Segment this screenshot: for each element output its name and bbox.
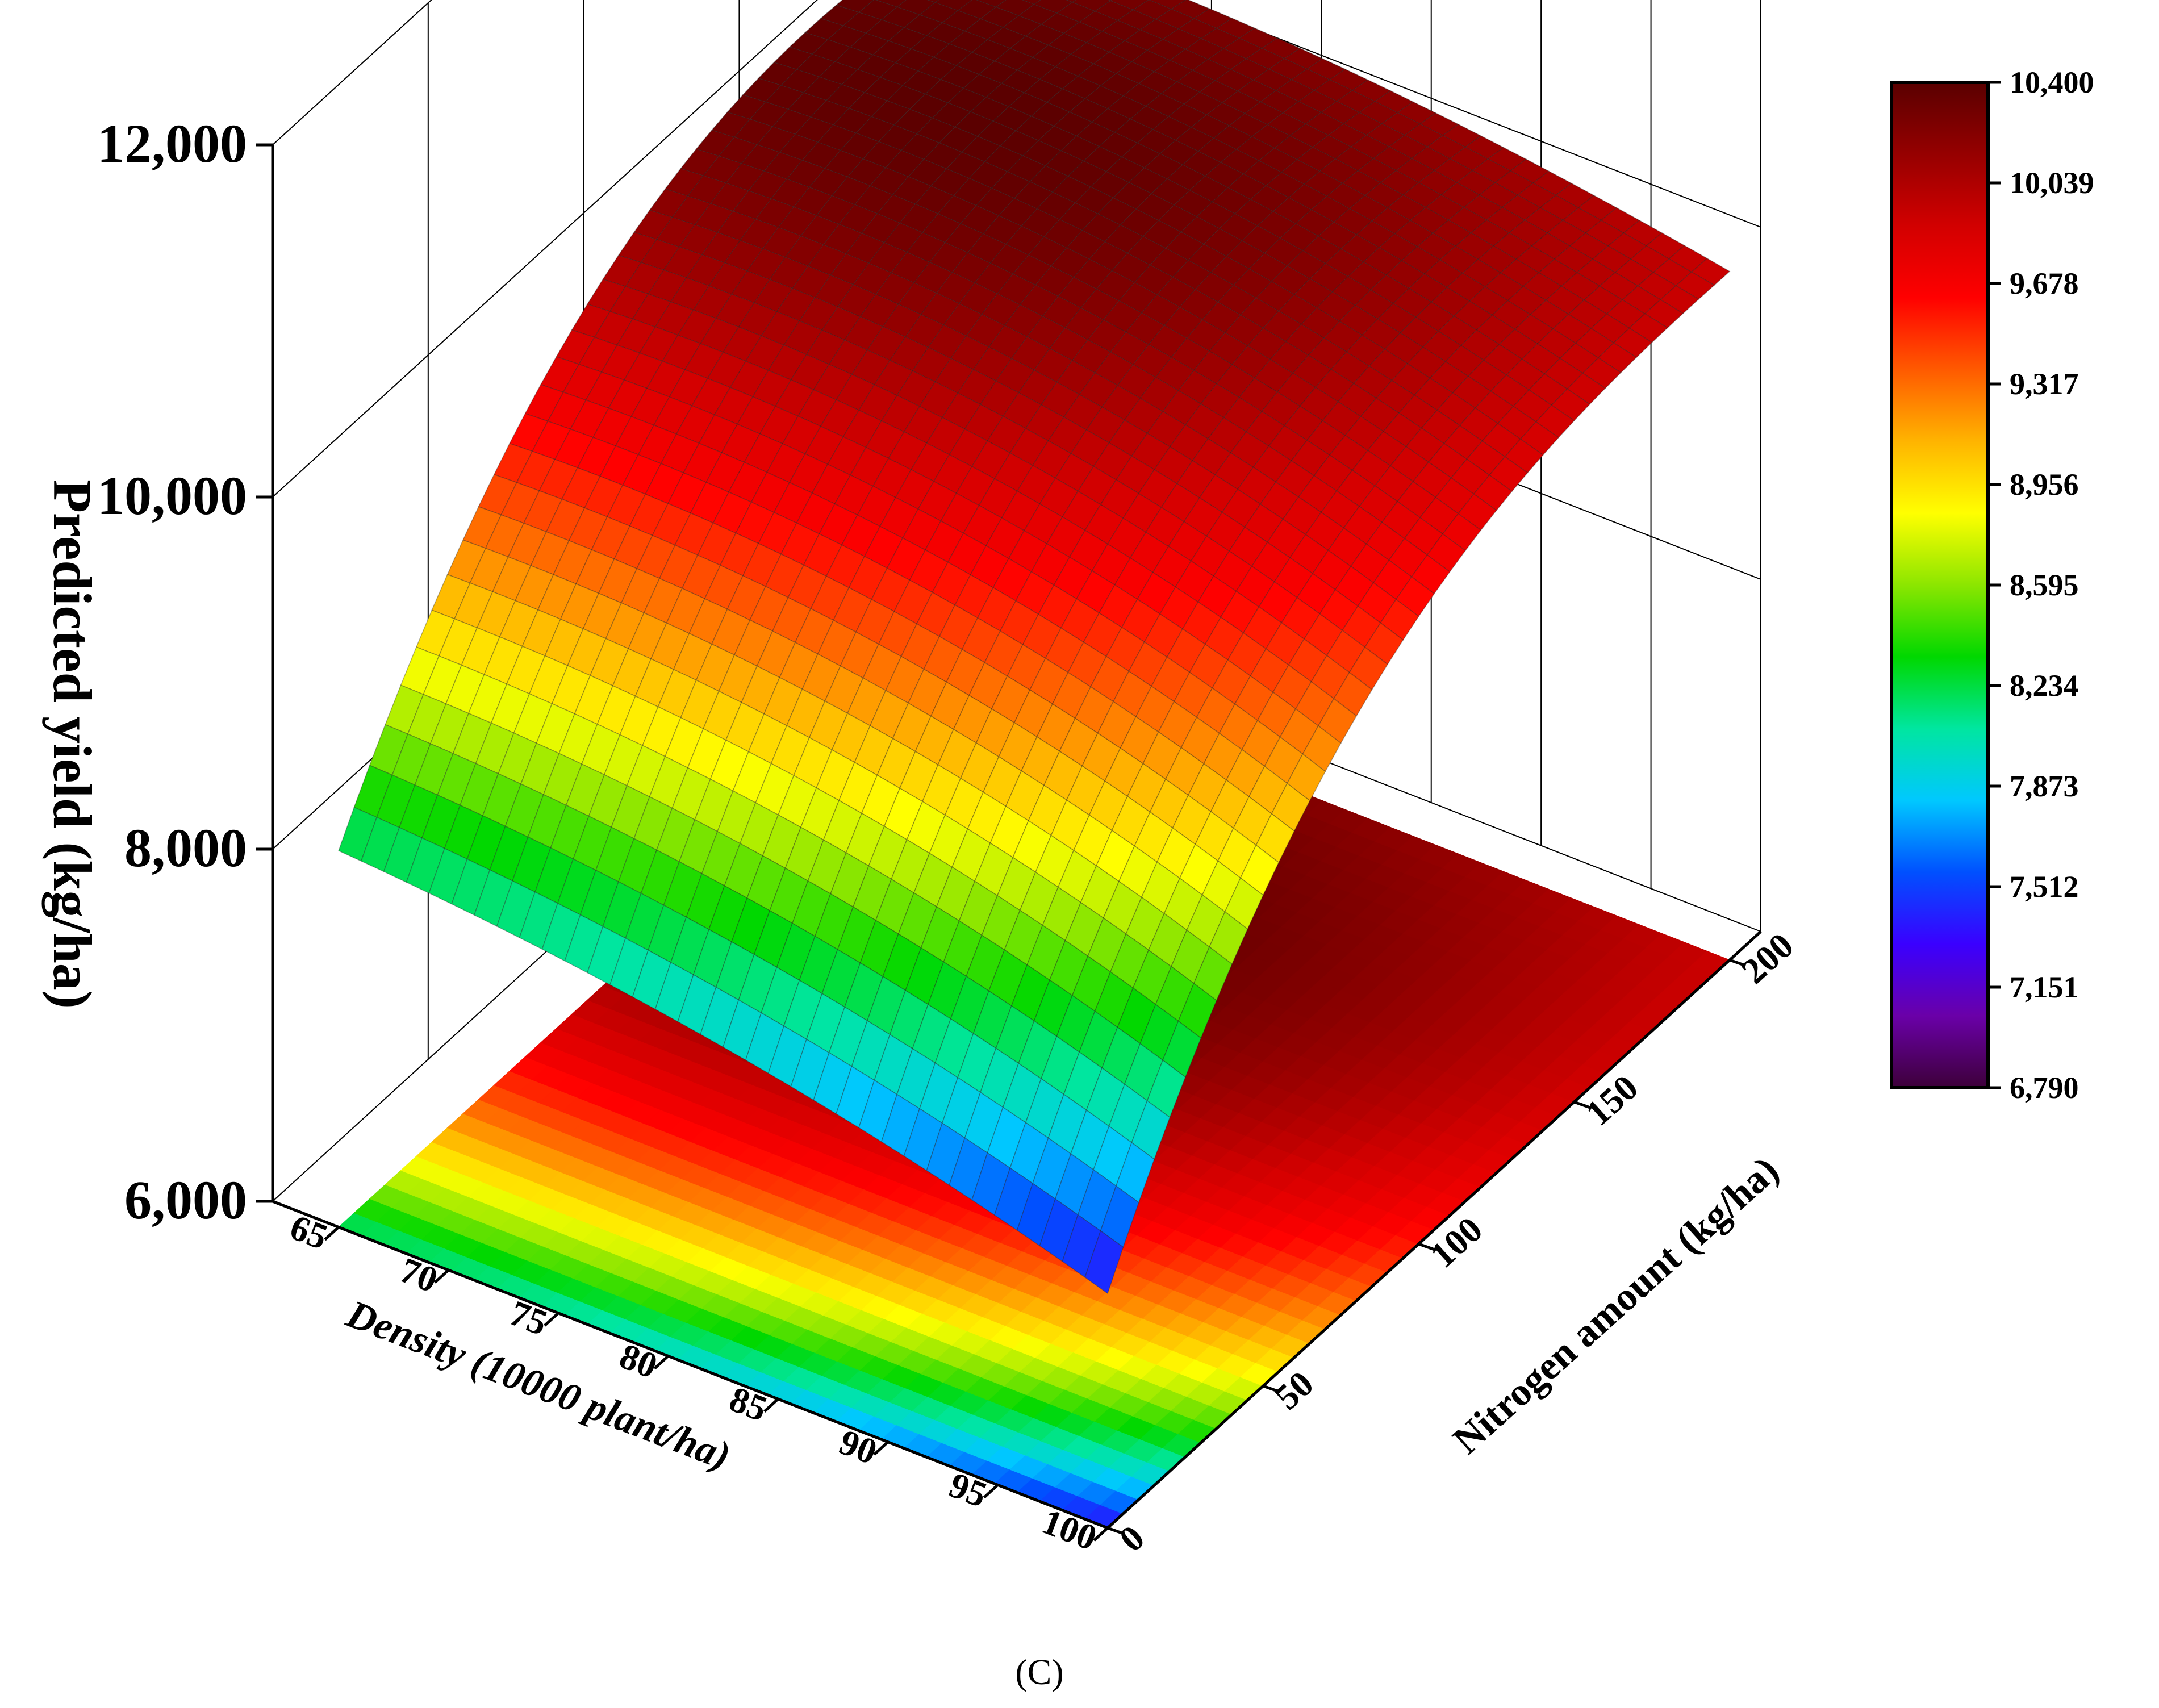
surface-cell <box>926 0 939 3</box>
x-tick-mark <box>544 1312 559 1327</box>
surface-cell <box>1380 599 1419 641</box>
colorbar-tick-label: 9,678 <box>2010 266 2079 300</box>
z-tick-label: 6,000 <box>124 1170 247 1230</box>
surface-cell <box>1146 1059 1186 1118</box>
surface-cell <box>1116 1142 1155 1204</box>
colorbar-bar <box>1890 81 1990 1089</box>
surface-cell <box>1473 474 1513 511</box>
z-tick-label: 10,000 <box>97 465 247 526</box>
surface-cell <box>1395 576 1435 617</box>
surface-cell <box>1317 698 1358 744</box>
colorbar-tick-label: 8,234 <box>2010 669 2079 703</box>
colorbar-tick-label: 7,512 <box>2010 870 2079 904</box>
colorbar-tick-label: 8,956 <box>2010 467 2079 502</box>
colorbar: 10,400 10,039 9,678 9,317 8,956 8,595 8,234 7,8… <box>1890 65 2094 1105</box>
surface-cell <box>1131 1100 1171 1160</box>
surface-cell <box>1628 313 1668 343</box>
z-axis-title: Predicted yield (kg/ha) <box>42 479 103 1009</box>
surface-cell <box>1535 404 1575 439</box>
y-tick-mark <box>1107 1526 1124 1535</box>
surface-cell <box>1148 0 1187 10</box>
surface-cell <box>1162 1020 1202 1078</box>
y-tick-mark <box>1573 1100 1591 1109</box>
surface-cell <box>1240 844 1280 896</box>
y-tick-mark <box>1418 1242 1435 1251</box>
x-tick-mark <box>433 1269 450 1284</box>
z-tick-label: 12,000 <box>97 113 247 174</box>
y-tick-label: 200 <box>1734 925 1801 991</box>
surface-cell <box>1348 646 1388 691</box>
colorbar-tick-label: 6,790 <box>2010 1071 2079 1105</box>
surface-cell <box>1084 1230 1124 1294</box>
y-axis-line <box>1106 930 1762 1529</box>
x-axis-line <box>272 1200 1108 1530</box>
x-tick-mark <box>983 1484 999 1499</box>
colorbar-tick-label: 10,400 <box>2010 65 2094 99</box>
x-tick-label: 65 <box>285 1206 333 1257</box>
x-tick-mark <box>763 1398 779 1413</box>
colorbar-tick-label: 7,151 <box>2010 970 2079 1004</box>
surface-cell <box>1107 0 1113 2</box>
surface-cell <box>1426 533 1466 573</box>
colorbar-tick-label: 9,317 <box>2010 367 2079 401</box>
surface-cell <box>1675 271 1715 300</box>
z-tick-label: 8,000 <box>124 817 247 878</box>
surface-cell <box>1504 438 1544 474</box>
surface-cell <box>1411 554 1451 595</box>
surface-cell <box>1021 0 1042 5</box>
colorbar-tick-label: 7,873 <box>2010 769 2079 803</box>
surface-cell <box>1644 299 1684 329</box>
yield-axis-ticks: 6,000 8,000 10,000 12,000 <box>97 113 273 1230</box>
surface-cell <box>1209 911 1248 965</box>
y-tick-label: 0 <box>1112 1517 1152 1559</box>
surface-cell <box>1333 671 1373 717</box>
x-tick-mark <box>653 1355 670 1370</box>
y-tick-mark <box>1262 1384 1280 1393</box>
colorbar-tick-label: 10,039 <box>2010 166 2094 200</box>
surface-cell <box>1582 357 1622 389</box>
surface-cell <box>1302 725 1342 772</box>
colorbar-tick-label: 8,595 <box>2010 568 2079 602</box>
axis-frame <box>271 145 1762 1530</box>
surface-cell <box>1255 813 1295 863</box>
x-tick-mark <box>873 1440 889 1456</box>
y-axis-title: Nitrogen amount (kg/ha) <box>1445 1149 1788 1463</box>
x-tick-mark <box>1093 1527 1109 1542</box>
surface-cell <box>1660 285 1699 314</box>
surface-cell <box>1177 983 1217 1039</box>
figure-caption: (C) <box>1015 1652 1063 1692</box>
yield-surface <box>338 0 1731 1294</box>
x-tick-mark <box>324 1226 340 1241</box>
surface-cell <box>1597 342 1638 373</box>
y-tick-mark <box>1729 958 1747 967</box>
surface-cell <box>1458 493 1497 531</box>
surface-cell <box>1065 0 1077 3</box>
grid-line <box>272 0 1761 498</box>
colorbar-ticks: 10,400 10,039 9,678 9,317 8,956 8,595 8,234 7,8… <box>1988 65 2094 1105</box>
surface-cell <box>1566 373 1606 405</box>
